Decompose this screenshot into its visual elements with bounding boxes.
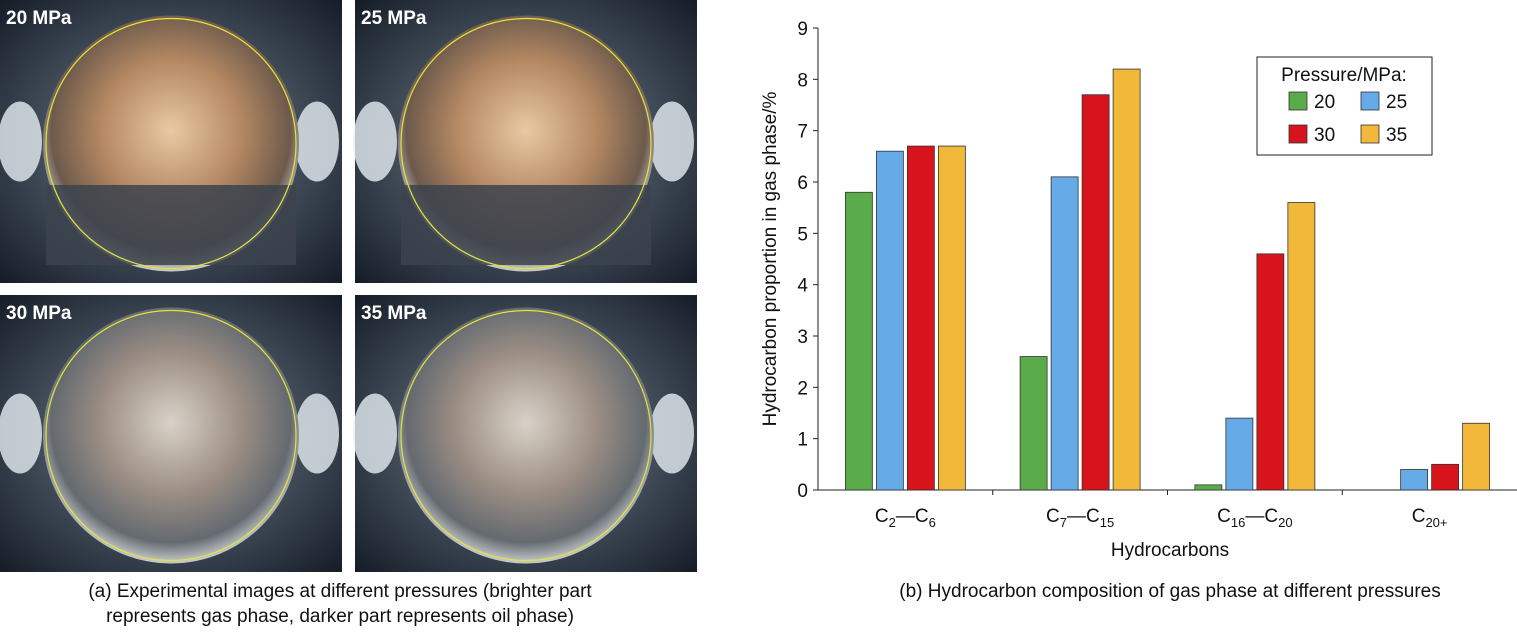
bar (937, 145, 966, 491)
bar (1050, 176, 1079, 491)
photo-label: 35 MPa (361, 303, 427, 324)
bar (1225, 417, 1254, 491)
photo-oil (46, 185, 296, 265)
y-tick-label: 8 (797, 70, 808, 91)
bar (875, 150, 904, 491)
photo-lens (398, 307, 654, 564)
bar (1462, 422, 1491, 491)
y-tick-label: 7 (797, 122, 808, 143)
caption: (b) Hydrocarbon composition of gas phase… (899, 581, 1440, 602)
bar (1081, 94, 1110, 491)
photo-label: 30 MPa (6, 303, 72, 324)
legend-label: 25 (1386, 92, 1407, 113)
photo-glare (353, 101, 397, 182)
x-tick-label-part: C (1046, 506, 1060, 527)
legend-swatch (1360, 91, 1380, 111)
legend-title: Pressure/MPa: (1281, 65, 1407, 86)
legend-box (1256, 56, 1433, 156)
x-tick-label: C20+ (1412, 506, 1448, 530)
x-tick-label-part: C (1412, 506, 1426, 527)
photo-glare (0, 101, 42, 182)
photo-ring (400, 309, 652, 562)
bar (1019, 356, 1048, 491)
photo-ring (45, 17, 297, 270)
x-tick-label-part: 7 (1060, 515, 1067, 530)
legend-label: 20 (1314, 92, 1335, 113)
photo-panel: 20 MPa 25 MPa 30 MPa 35 MPa (0, 0, 697, 572)
photo-glare (295, 101, 339, 182)
x-tick-label: C7—C15 (1046, 506, 1114, 530)
bar (1400, 469, 1429, 491)
caption: (a) Experimental images at different pre… (88, 581, 592, 602)
bar (1112, 68, 1141, 491)
x-tick-label-part: 20 (1278, 515, 1292, 530)
x-tick-label-part: 20+ (1425, 515, 1447, 530)
y-tick-label: 2 (797, 378, 808, 399)
legend-swatch (1288, 124, 1308, 144)
y-tick-label: 3 (797, 327, 808, 348)
y-tick-label: 0 (797, 481, 808, 502)
y-tick-label: 5 (797, 224, 808, 245)
legend-label: 35 (1386, 125, 1407, 146)
photo-label: 20 MPa (6, 8, 72, 29)
photo-label: 25 MPa (361, 8, 427, 29)
bar (1194, 484, 1223, 491)
x-tick-label-part: —C (1245, 506, 1278, 527)
x-tick-label-part: C (1217, 506, 1231, 527)
x-tick-label: C2—C6 (875, 506, 936, 530)
x-tick-label-part: 16 (1231, 515, 1245, 530)
y-tick-label: 9 (797, 19, 808, 40)
legend-label: 30 (1314, 125, 1335, 146)
y-tick-label: 6 (797, 173, 808, 194)
caption: represents gas phase, darker part repres… (106, 606, 574, 627)
x-tick-label-part: 15 (1100, 515, 1114, 530)
x-tick-label-part: C (875, 506, 889, 527)
photo-glare (650, 101, 694, 182)
x-tick-label: C16—C20 (1217, 506, 1292, 530)
photo-glare (295, 393, 339, 474)
x-tick-label-part: —C (896, 506, 929, 527)
bar (906, 145, 935, 491)
x-tick-label-part: 2 (889, 515, 896, 530)
legend-swatch (1288, 91, 1308, 111)
bar (1431, 463, 1460, 491)
x-axis-label: Hydrocarbons (1111, 540, 1229, 561)
photo-ring (400, 17, 652, 270)
photo-glare (0, 393, 42, 474)
photo-ring (45, 309, 297, 562)
photo-glare (650, 393, 694, 474)
bar (844, 191, 873, 491)
bar (1256, 253, 1285, 491)
photo-glare (353, 393, 397, 474)
photo-oil (401, 185, 651, 265)
x-tick-label-part: 6 (929, 515, 936, 530)
y-tick-label: 4 (797, 276, 808, 297)
y-axis-label: Hydrocarbon proportion in gas phase/% (760, 91, 781, 426)
bar (1287, 202, 1316, 491)
x-tick-label-part: —C (1067, 506, 1100, 527)
legend-swatch (1360, 124, 1380, 144)
y-tick-label: 1 (797, 430, 808, 451)
photo-lens (43, 307, 299, 564)
